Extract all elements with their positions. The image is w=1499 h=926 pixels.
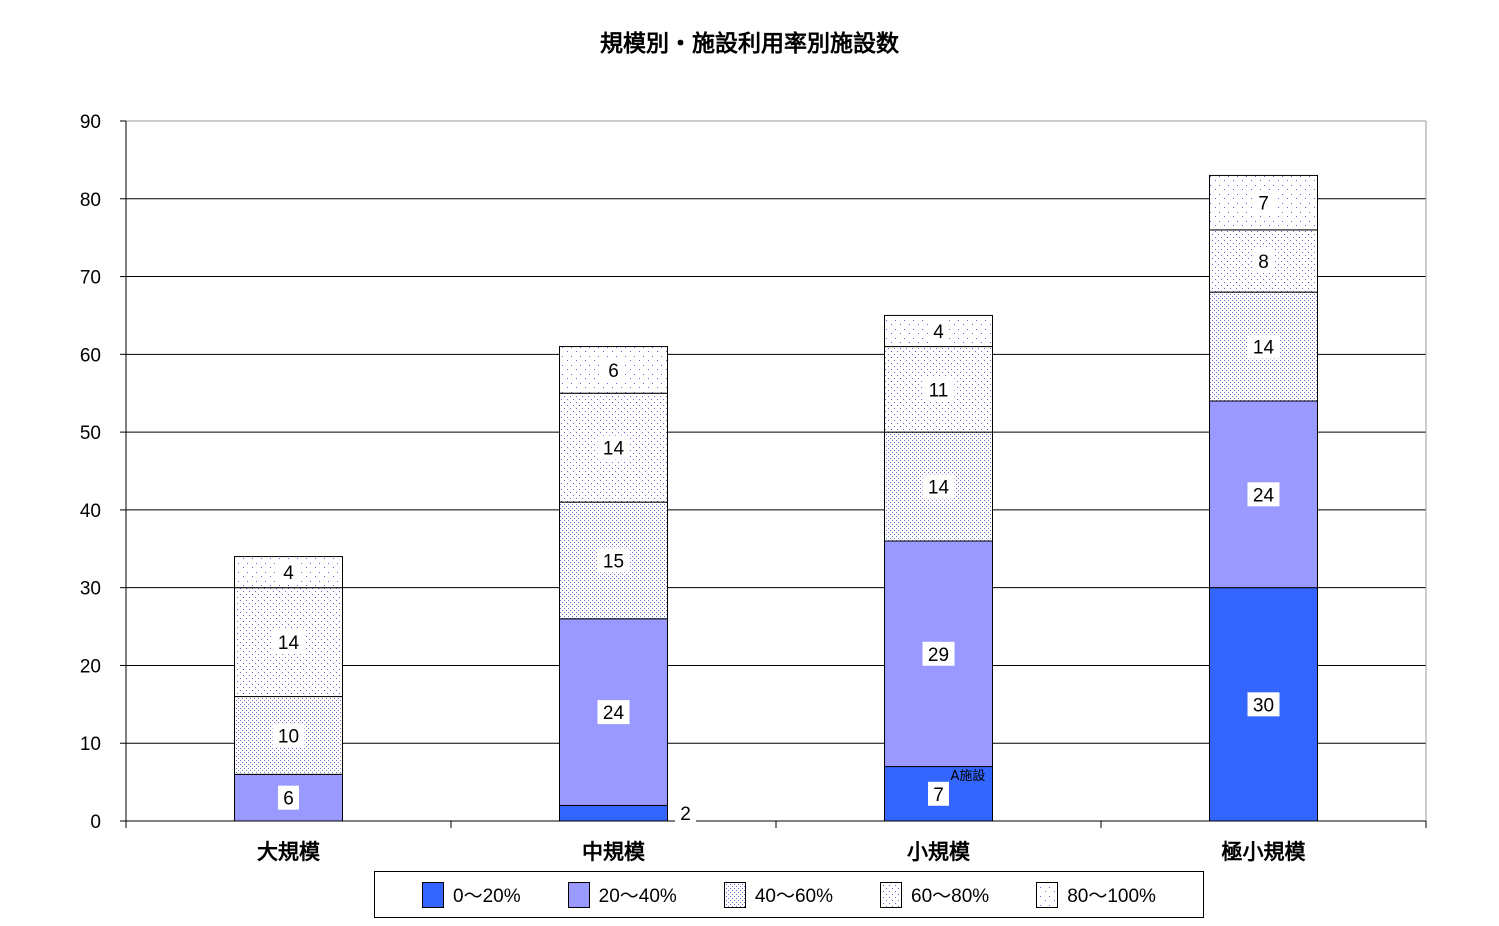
data-label: 4 [283, 563, 294, 584]
axes: 0 10 20 30 40 50 60 70 80 90 大規模 中規模 小規模 極小規模 [80, 112, 1427, 864]
x-category-label: 中規模 [582, 840, 646, 864]
legend: 0～20% 20～40% 40～60% 60～80% 80～100% [374, 871, 1204, 918]
data-label: 11 [929, 380, 949, 401]
y-tick-label: 50 [80, 423, 101, 444]
data-label-bg [1247, 692, 1280, 717]
y-tick-label: 80 [80, 190, 101, 211]
x-category-label: 大規模 [257, 840, 321, 864]
data-label-bg [603, 357, 624, 382]
data-label: 15 [603, 551, 624, 572]
data-label: 24 [603, 703, 625, 724]
data-label-bg [597, 548, 630, 573]
data-label: 14 [603, 439, 625, 460]
legend-swatch [422, 881, 445, 908]
x-category-label: 小規模 [907, 840, 971, 864]
legend-label: 80～100% [1067, 886, 1156, 907]
data-label-bg [922, 641, 955, 666]
data-label: 24 [1253, 485, 1275, 506]
legend-label: 20～40% [598, 886, 677, 907]
legend-swatch-fill [422, 881, 445, 908]
legend-item: 0～20% [422, 881, 521, 908]
legend-swatch-fill [723, 881, 746, 908]
data-label-bg [1247, 482, 1280, 507]
bar-segment [559, 804, 668, 822]
legend-swatch [723, 881, 746, 908]
y-tick-label: 20 [80, 656, 101, 677]
data-label-bg [597, 435, 630, 460]
legend-swatch-fill [567, 881, 590, 908]
data-label-bg [1247, 334, 1280, 359]
y-tick-label: 70 [80, 268, 101, 289]
legend-item: 60～80% [880, 881, 989, 908]
data-label: 14 [1253, 338, 1275, 359]
data-label: 4 [933, 322, 944, 343]
data-label: 14 [928, 478, 950, 499]
data-label: 10 [278, 726, 299, 747]
data-label: 6 [283, 789, 294, 810]
legend-swatch [567, 881, 590, 908]
data-label: 6 [608, 361, 619, 382]
data-labels: 6 10 14 4 2 24 15 14 6 7 29 14 11 4 30 24 14 8 7 A施設 [272, 190, 1280, 826]
legend-swatch-fill [1036, 881, 1059, 908]
data-label: 2 [680, 804, 691, 825]
data-label: 29 [928, 645, 949, 666]
data-label: 14 [278, 633, 300, 654]
legend-label: 0～20% [453, 886, 521, 907]
data-label-bg [928, 781, 949, 806]
legend-item: 20～40% [567, 881, 677, 908]
data-label-bg [1253, 249, 1274, 273]
y-tick-label: 10 [80, 734, 101, 755]
data-label-bg [1253, 190, 1274, 215]
data-label-bg [922, 474, 955, 499]
data-label-bg [272, 723, 305, 748]
y-tick-label: 0 [90, 812, 101, 833]
annotation-label: A施設 [951, 768, 986, 784]
data-label-bg [928, 319, 949, 343]
data-label-bg [922, 377, 955, 402]
legend-label: 40～60% [754, 886, 833, 907]
y-tick-label: 90 [80, 112, 101, 133]
legend-swatch [880, 881, 903, 908]
data-label-bg [278, 785, 299, 810]
data-label: 7 [1258, 194, 1269, 215]
data-label: 30 [1253, 695, 1274, 716]
y-tick-label: 30 [80, 579, 101, 600]
x-category-label: 極小規模 [1222, 840, 1307, 864]
data-label: 8 [1258, 252, 1269, 273]
legend-item: 80～100% [1036, 881, 1156, 908]
data-label-bg [278, 560, 299, 585]
data-label-bg [597, 700, 630, 725]
data-label: 7 [933, 785, 944, 806]
data-label-bg [272, 630, 305, 655]
data-label-bg [675, 801, 696, 826]
y-tick-label: 40 [80, 501, 101, 522]
legend-item: 40～60% [723, 881, 833, 908]
chart-title: 規模別・施設利用率別施設数 [600, 31, 899, 57]
legend-label: 60～80% [911, 886, 990, 907]
legend-swatch-fill [880, 881, 903, 908]
legend-swatch [1036, 881, 1059, 908]
y-tick-label: 60 [80, 345, 101, 366]
bars [234, 174, 1318, 822]
